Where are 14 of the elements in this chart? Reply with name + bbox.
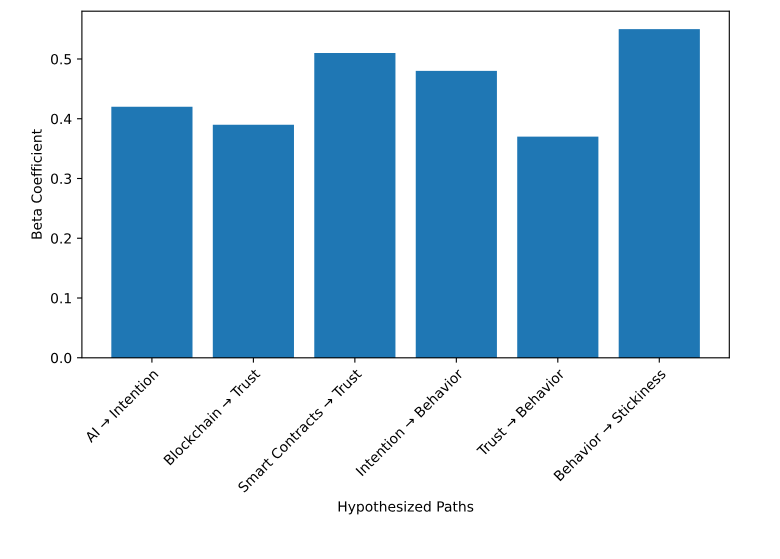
bar	[618, 29, 700, 358]
bar	[111, 106, 193, 358]
bar	[314, 53, 396, 358]
y-tick-label: 0.0	[51, 352, 72, 364]
y-tick-label: 0.3	[51, 173, 72, 184]
x-axis-title: Hypothesized Paths	[338, 500, 474, 514]
y-tick-label: 0.4	[51, 114, 72, 124]
y-axis-title: Beta Coefficient	[31, 129, 42, 239]
y-tick-label: 0.1	[51, 292, 71, 304]
bar	[517, 136, 598, 358]
bar	[416, 70, 497, 358]
y-tick-label: 0.5	[51, 54, 71, 64]
y-tick-label: 0.2	[51, 233, 71, 244]
bar	[212, 124, 294, 358]
